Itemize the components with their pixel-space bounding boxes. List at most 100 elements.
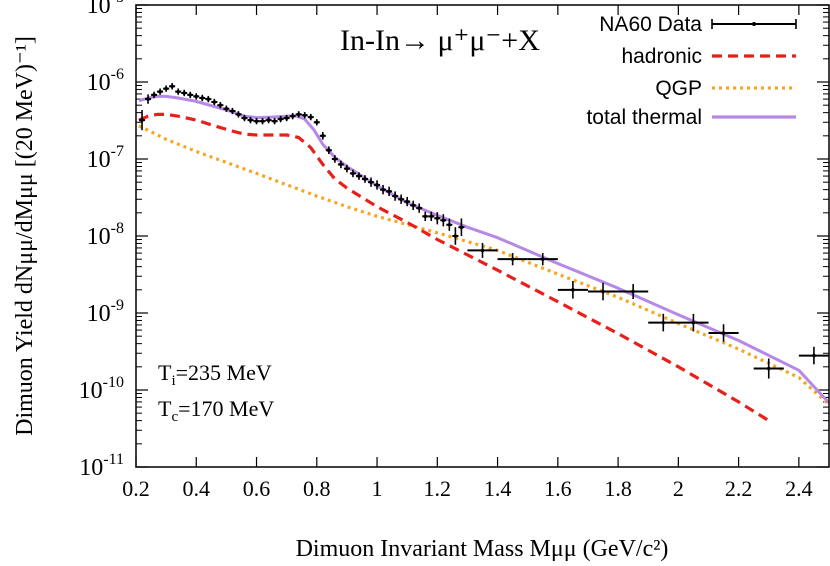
y-tick-exp: -8 (111, 220, 124, 237)
x-tick-label: 0.2 (122, 476, 150, 501)
y-tick-label: 10-7 (87, 143, 124, 173)
y-tick-base: 10 (87, 147, 111, 173)
annotation-ti-label: T (158, 360, 172, 385)
legend-label-qgp: QGP (655, 77, 702, 100)
data-point (618, 284, 649, 299)
data-point (265, 116, 272, 124)
series-line-qgp (138, 124, 829, 406)
data-point (283, 114, 290, 122)
data-point (416, 203, 423, 213)
x-tick-label: 2 (673, 476, 684, 501)
x-tick-label: 1 (372, 476, 383, 501)
data-point (386, 186, 393, 197)
x-tick-label: 1.8 (604, 476, 632, 501)
data-point (211, 98, 218, 106)
data-point (587, 282, 619, 301)
annotation-tc-label: T (158, 396, 172, 421)
data-point (380, 184, 387, 195)
y-tick-base: 10 (87, 224, 111, 250)
data-point (404, 196, 411, 207)
data-point (241, 114, 248, 122)
data-point (410, 200, 417, 211)
data-point (325, 146, 332, 155)
data-point (753, 358, 784, 379)
data-point (355, 172, 362, 180)
data-point (398, 194, 405, 204)
data-point (349, 169, 356, 178)
annotation-tc: Tc=170 MeV (158, 396, 274, 425)
x-tick-label: 1.6 (544, 476, 572, 501)
data-point (247, 116, 254, 124)
data-point (145, 94, 152, 104)
x-tick-label: 0.4 (183, 476, 211, 501)
legend-label-total: total thermal (586, 106, 702, 129)
y-tick-label: 10-11 (79, 451, 124, 481)
annotation-tc-rest: =170 MeV (178, 396, 274, 421)
y-tick-exp: -5 (111, 0, 124, 6)
y-tick-exp: -10 (103, 374, 124, 391)
y-tick-label: 10-10 (79, 374, 124, 404)
x-tick-label: 2.4 (785, 476, 813, 501)
data-point (301, 112, 308, 119)
y-tick-base: 10 (79, 378, 103, 404)
data-point (374, 180, 381, 190)
data-point (193, 93, 200, 100)
y-tick-label: 10-6 (87, 66, 124, 96)
data-point (434, 212, 441, 225)
data-point (181, 89, 188, 97)
y-axis-label: Dimuon Yield dNμμ/dMμμ [(20 MeV)⁻¹] (12, 36, 38, 436)
x-tick-label: 2.2 (725, 476, 753, 501)
data-point (289, 112, 296, 120)
legend-label-data: NA60 Data (599, 13, 702, 36)
annotation-ti: Ti=235 MeV (158, 360, 272, 389)
x-tick-label: 1.4 (484, 476, 512, 501)
data-point (331, 155, 338, 163)
y-tick-exp: -7 (111, 143, 124, 160)
y-tick-label: 10-5 (87, 0, 124, 19)
data-point (223, 105, 230, 112)
data-point (708, 324, 739, 342)
data-point (205, 95, 212, 103)
x-tick-label: 1.2 (424, 476, 452, 501)
data-point (368, 177, 375, 187)
data-point (392, 191, 399, 201)
data-point (295, 111, 302, 118)
y-tick-base: 10 (79, 455, 103, 481)
svg-text:Ti=235 MeV: Ti=235 MeV (158, 360, 272, 389)
data-point (157, 88, 164, 95)
data-point (648, 313, 679, 332)
data-point (175, 88, 182, 95)
data-point (452, 227, 459, 245)
data-point (229, 107, 236, 115)
data-point (163, 85, 170, 92)
data-point (458, 218, 465, 236)
data-point (422, 211, 429, 222)
data-point (798, 346, 829, 365)
legend: NA60 Data hadronic QGP total thermal (586, 13, 797, 129)
data-point (557, 281, 588, 299)
data-point (446, 218, 453, 231)
data-point (139, 110, 146, 131)
legend-swatch-data (711, 19, 797, 29)
annotation-tc-sub: c (171, 409, 178, 425)
data-point (217, 101, 224, 109)
data-point (428, 211, 435, 222)
data-point (271, 117, 278, 125)
data-point (678, 313, 709, 332)
x-tick-label: 0.6 (243, 476, 271, 501)
data-point (337, 160, 344, 169)
data-point (467, 242, 498, 258)
y-tick-exp: -6 (111, 66, 124, 83)
data-point (319, 132, 326, 140)
data-point (169, 83, 176, 90)
data-point (151, 91, 158, 99)
y-tick-base: 10 (87, 0, 111, 19)
plot-frame (135, 4, 830, 468)
data-point (497, 253, 528, 266)
data-point (440, 214, 447, 227)
legend-label-hadronic: hadronic (621, 45, 702, 68)
data-point (277, 115, 284, 123)
data-point (527, 253, 558, 266)
y-tick-label: 10-9 (87, 297, 124, 327)
